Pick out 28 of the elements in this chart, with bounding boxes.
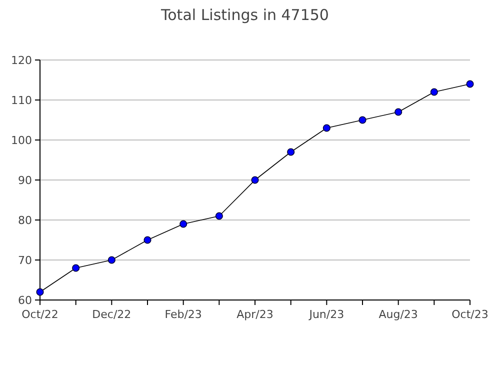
y-tick-label: 70 [18, 254, 32, 267]
y-tick-label: 60 [18, 294, 32, 307]
point [251, 176, 259, 184]
y-tick-label: 110 [11, 94, 32, 107]
x-tick-label: Oct/22 [22, 308, 58, 321]
x-tick-label: Feb/23 [164, 308, 202, 321]
point [36, 288, 44, 296]
x-tick-label: Aug/23 [378, 308, 418, 321]
point [322, 124, 330, 132]
x-tick-label: Apr/23 [236, 308, 274, 321]
x-tick-label: Dec/22 [92, 308, 132, 321]
chart-title: Total Listings in 47150 [160, 6, 329, 24]
point [108, 256, 116, 264]
y-tick-label: 100 [11, 134, 32, 147]
point [72, 264, 80, 272]
point [144, 236, 152, 244]
y-tick-label: 80 [18, 214, 32, 227]
point [394, 108, 402, 116]
point [358, 116, 366, 124]
x-tick-label: Jun/23 [308, 308, 344, 321]
x-tick-label: Oct/23 [452, 308, 488, 321]
y-tick-label: 120 [11, 54, 32, 67]
y-tick-label: 90 [18, 174, 32, 187]
point [430, 88, 438, 96]
point [466, 80, 474, 88]
point [180, 220, 188, 228]
point [287, 148, 295, 156]
point [215, 212, 223, 220]
